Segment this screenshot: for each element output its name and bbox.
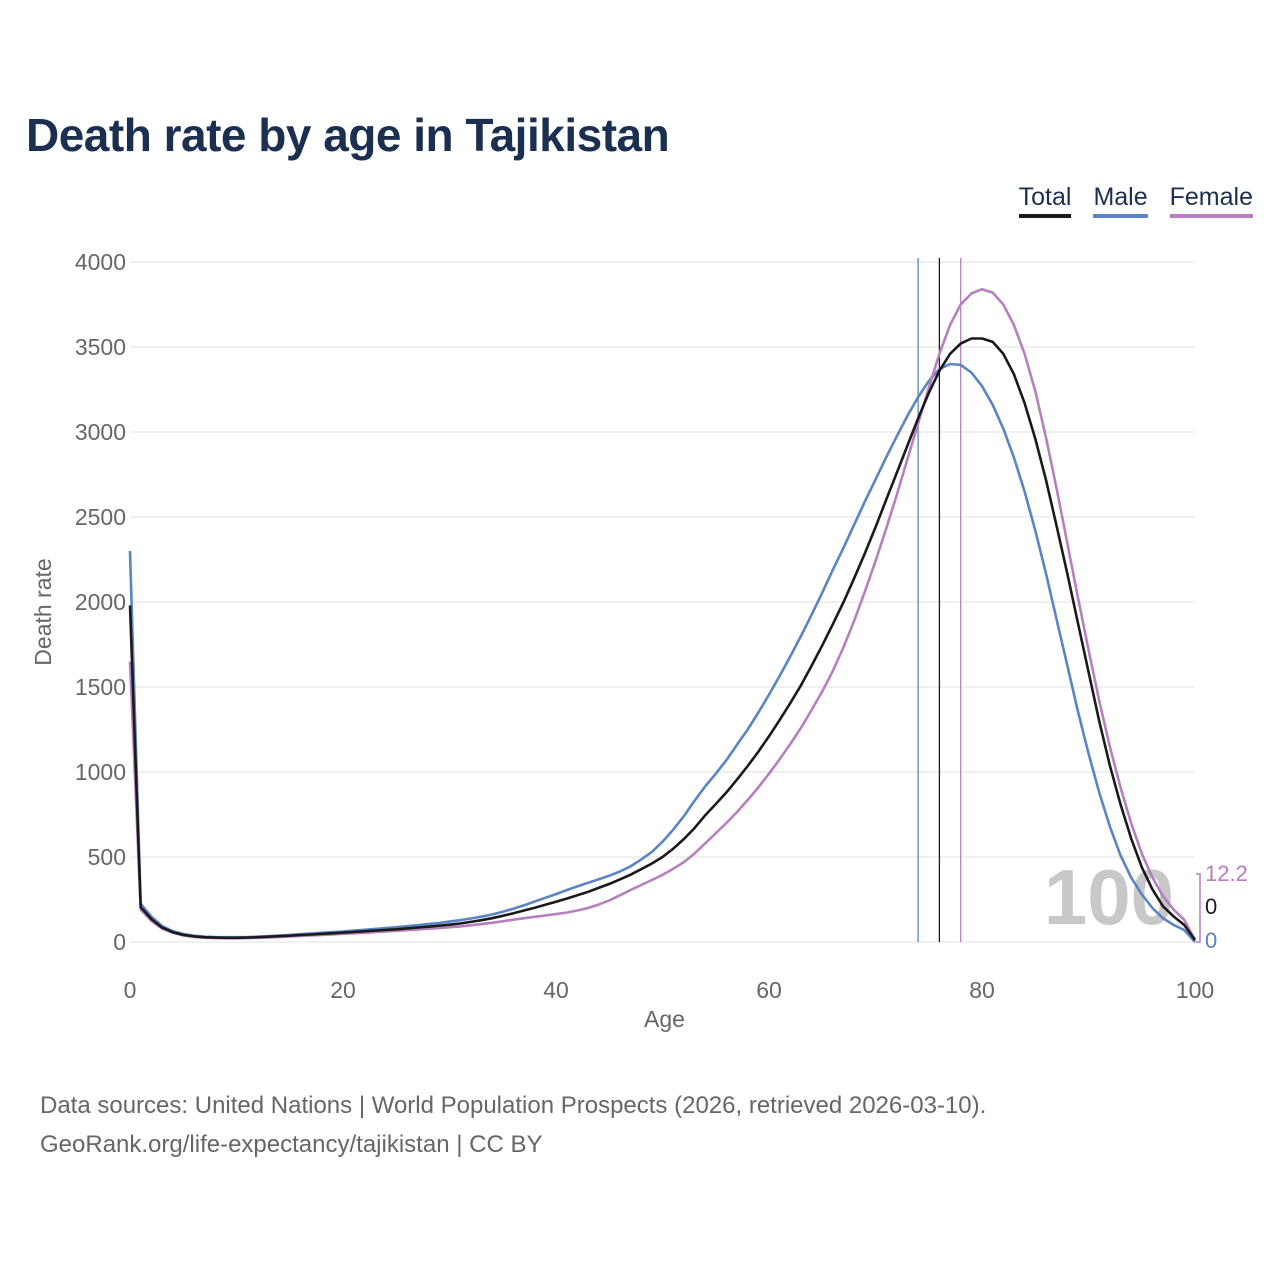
- y-axis-label: Death rate: [30, 558, 56, 665]
- x-tick-label: 100: [1176, 977, 1214, 1003]
- x-tick-label: 80: [969, 977, 995, 1003]
- y-tick-label: 4000: [75, 249, 126, 275]
- chart-title: Death rate by age in Tajikistan: [26, 109, 670, 161]
- x-axis-ticks: 0 20 40 60 80 100: [124, 977, 1215, 1003]
- source-line-2[interactable]: GeoRank.org/life-expectancy/tajikistan |…: [40, 1131, 543, 1158]
- y-tick-label: 1500: [75, 674, 126, 700]
- source-line-1: Data sources: United Nations | World Pop…: [40, 1092, 987, 1119]
- end-bracket: [1196, 873, 1201, 943]
- x-tick-label: 40: [543, 977, 569, 1003]
- y-tick-label: 3500: [75, 334, 126, 360]
- y-tick-label: 3000: [75, 419, 126, 445]
- series-layer: [128, 287, 1197, 943]
- y-tick-label: 1000: [75, 759, 126, 785]
- source-note: Data sources: United Nations | World Pop…: [40, 1086, 986, 1164]
- grid-layer: [130, 261, 1195, 943]
- y-tick-label: 500: [88, 844, 126, 870]
- x-axis-label: Age: [644, 1006, 685, 1032]
- watermark-value: 100: [1044, 853, 1174, 941]
- end-label-female: 12.2: [1205, 861, 1248, 886]
- x-tick-label: 60: [756, 977, 782, 1003]
- series-line-male[interactable]: [128, 362, 1196, 943]
- end-labels: 12.2 0 0: [1196, 861, 1248, 953]
- legend-item-female[interactable]: Female: [1169, 182, 1253, 218]
- y-axis-ticks: 0 500 1000 1500 2000 2500 3000 3500 4000: [75, 249, 126, 955]
- legend-item-male[interactable]: Male: [1093, 182, 1148, 218]
- x-tick-label: 0: [124, 977, 137, 1003]
- legend: Total Male Female: [1018, 182, 1253, 218]
- series-line-total[interactable]: [128, 337, 1197, 941]
- end-label-male: 0: [1205, 928, 1217, 953]
- legend-item-total[interactable]: Total: [1018, 182, 1072, 218]
- y-tick-label: 2500: [75, 504, 126, 530]
- x-tick-label: 20: [330, 977, 356, 1003]
- end-label-total: 0: [1205, 894, 1217, 919]
- reference-lines: [917, 258, 962, 942]
- y-tick-label: 0: [113, 929, 126, 955]
- y-tick-label: 2000: [75, 589, 126, 615]
